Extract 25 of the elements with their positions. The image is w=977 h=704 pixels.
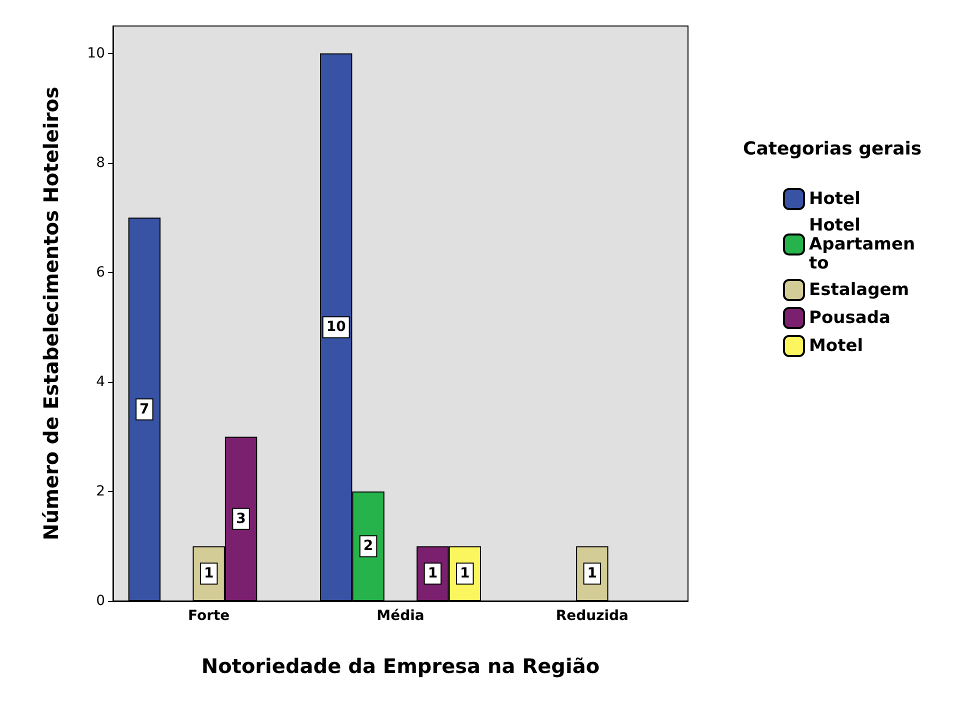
legend-label: Hotel [809,189,860,209]
legend-label: Hotel Apartamento [809,216,916,274]
x-axis-title: Notoriedade da Empresa na Região [201,654,600,678]
x-tick-label: Forte [188,608,230,624]
y-axis-title: Número de Estabelecimentos Hoteleiros [39,86,63,540]
legend-label: Pousada [809,308,890,328]
y-tick-label: 2 [96,483,105,500]
data-label: 1 [428,566,438,582]
data-label: 1 [587,566,598,582]
legend-label: Estalagem [809,280,910,300]
data-label: 2 [363,538,374,554]
x-tick-label: Média [376,608,424,624]
y-tick-label: 0 [96,593,105,609]
y-tick-label: 8 [96,154,105,171]
data-label: 1 [460,566,470,582]
data-label: 1 [204,566,214,582]
y-tick-label: 4 [96,374,106,390]
x-tick-label: Reduzida [556,608,629,624]
y-tick-label: 6 [96,264,106,280]
legend-label: Motel [809,336,864,356]
data-label: 7 [140,401,150,418]
data-label: 3 [236,510,246,527]
legend-title: Categorias gerais [743,138,922,160]
y-tick-label: 10 [87,45,105,62]
data-label: 10 [326,319,346,336]
